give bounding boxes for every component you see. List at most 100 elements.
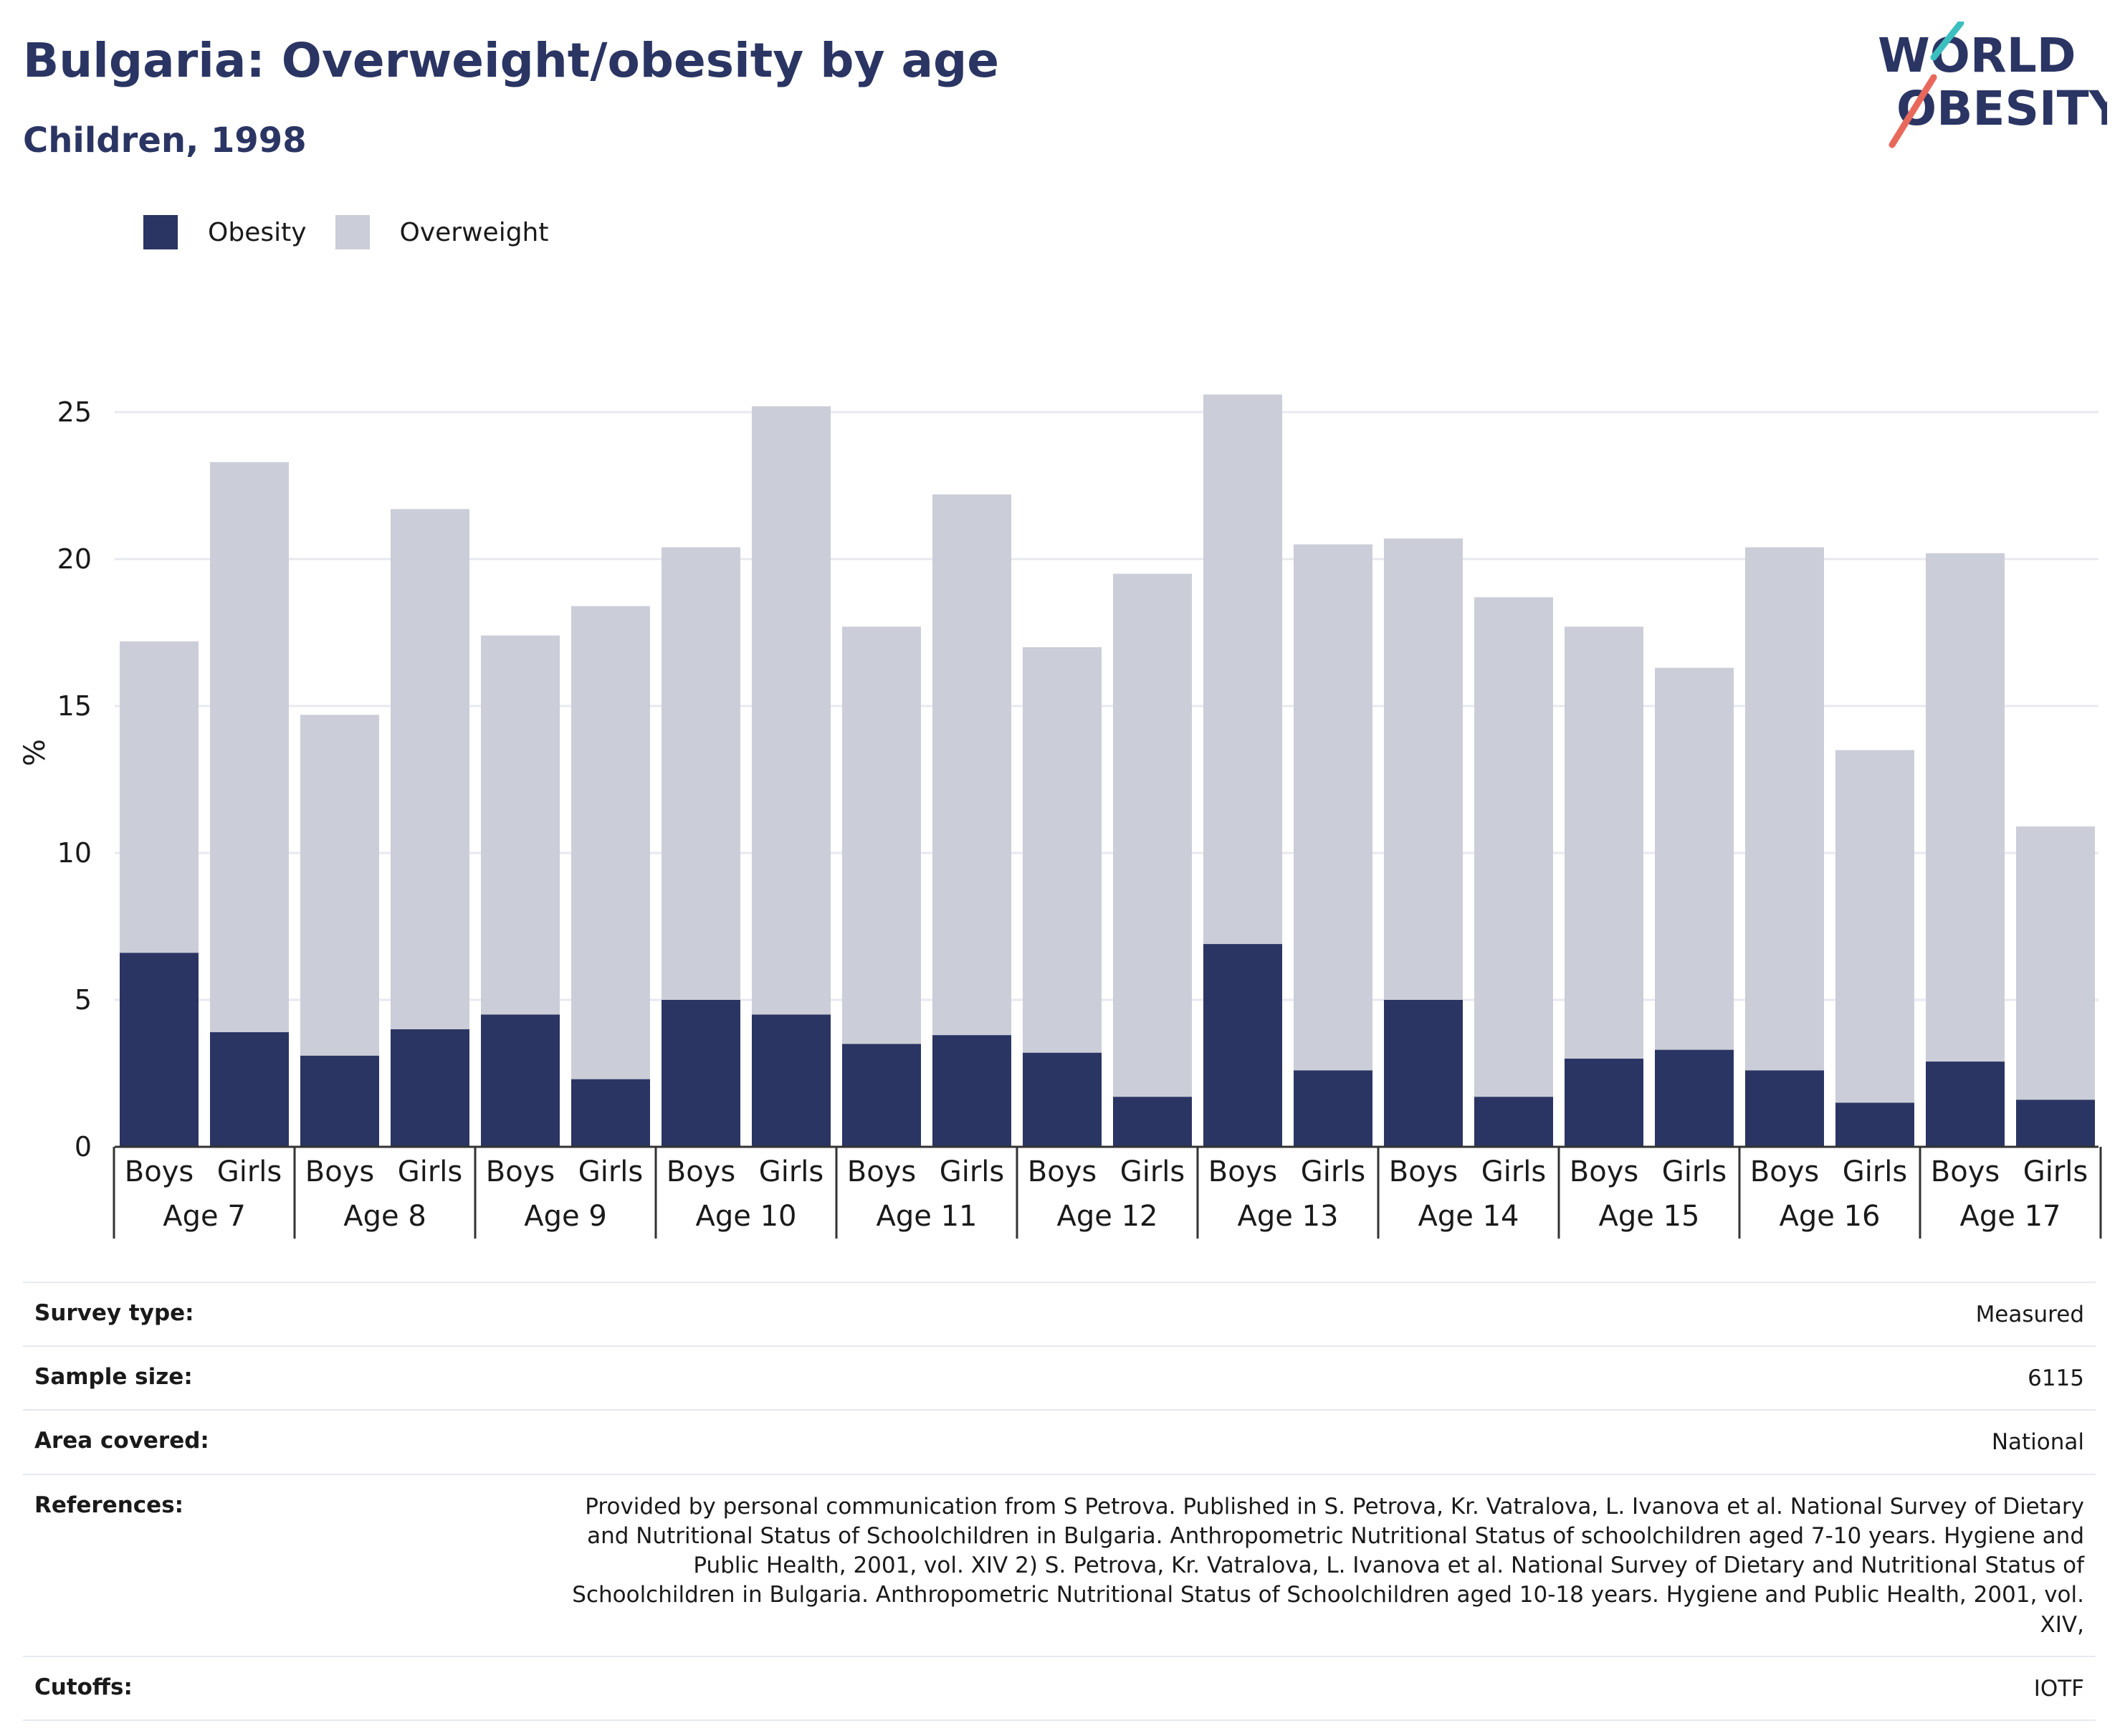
legend-label-overweight: Overweight	[399, 217, 549, 247]
bar-obesity	[1474, 1097, 1553, 1147]
x-tick-label-sex: Girls	[1843, 1155, 1908, 1188]
bar-obesity	[571, 1079, 650, 1147]
bar-obesity	[1655, 1049, 1734, 1147]
page-subtitle: Children, 1998	[23, 120, 307, 161]
bar-overweight	[1926, 553, 2005, 1147]
bar-obesity	[752, 1014, 831, 1147]
x-tick-label-sex: Boys	[305, 1155, 374, 1188]
info-label: References:	[34, 1492, 184, 1518]
bar-obesity	[1835, 1102, 1914, 1147]
bar-overweight	[571, 606, 650, 1147]
bar-obesity	[300, 1055, 379, 1147]
legend-swatch-obesity	[143, 215, 178, 249]
info-value: IOTF	[2033, 1675, 2084, 1702]
bar-obesity	[1294, 1070, 1372, 1147]
bar-obesity	[1023, 1052, 1102, 1147]
bar-overweight	[1745, 547, 1824, 1147]
bar-overweight	[1835, 750, 1914, 1147]
y-tick-label: 0	[75, 1131, 92, 1163]
info-row-cutoffs: Cutoffs: IOTF	[23, 1657, 2096, 1721]
x-group-label: Age 12	[1057, 1200, 1158, 1233]
x-tick-label-sex: Girls	[1301, 1155, 1366, 1188]
bar-obesity	[842, 1044, 921, 1147]
x-tick-label-sex: Boys	[125, 1155, 194, 1188]
x-tick-label-sex: Boys	[1750, 1155, 1819, 1188]
bar-obesity	[2016, 1100, 2095, 1147]
x-group-label: Age 10	[696, 1200, 797, 1233]
info-label: Cutoffs:	[34, 1674, 133, 1700]
x-tick-label-sex: Girls	[578, 1155, 644, 1188]
info-label: Sample size:	[34, 1364, 193, 1391]
x-tick-label-sex: Girls	[2023, 1155, 2088, 1188]
bar-obesity	[1113, 1097, 1192, 1147]
bar-obesity	[481, 1014, 560, 1147]
bar-obesity	[1203, 944, 1282, 1147]
x-group-label: Age 15	[1599, 1200, 1700, 1233]
x-tick-label-sex: Boys	[667, 1155, 735, 1188]
x-group-label: Age 8	[343, 1200, 426, 1233]
info-row-sample-size: Sample size: 6115	[23, 1347, 2096, 1411]
bar-overweight	[2016, 826, 2095, 1147]
y-tick-label: 15	[57, 690, 92, 722]
info-label: Survey type:	[34, 1300, 194, 1326]
x-group-label: Age 16	[1780, 1200, 1881, 1233]
bar-overweight	[1113, 573, 1192, 1147]
y-tick-label: 10	[57, 837, 92, 869]
logo-line1: WORLD	[1878, 28, 2076, 83]
logo-slash-teal	[1930, 22, 1964, 61]
x-tick-label-sex: Boys	[1028, 1155, 1097, 1188]
bar-overweight	[1294, 544, 1372, 1147]
bars	[120, 394, 2095, 1147]
y-tick-label: 20	[57, 543, 92, 575]
legend-item-obesity[interactable]: Obesity	[143, 215, 307, 249]
bar-obesity	[391, 1029, 469, 1147]
info-value: 6115	[2028, 1365, 2084, 1392]
info-row-survey-type: Survey type: Measured	[23, 1283, 2096, 1348]
x-group-label: Age 9	[524, 1200, 607, 1233]
logo-line2: OBESITY	[1896, 81, 2107, 136]
y-tick-label: 5	[75, 984, 92, 1016]
x-tick-label-sex: Boys	[1389, 1155, 1458, 1188]
x-tick-label-sex: Girls	[217, 1155, 282, 1188]
x-tick-label-sex: Boys	[1931, 1155, 2000, 1188]
x-tick-label-sex: Girls	[1481, 1155, 1547, 1188]
x-tick-label-sex: Girls	[1120, 1155, 1185, 1188]
survey-info-table: Survey type: Measured Sample size: 6115 …	[23, 1282, 2096, 1721]
bar-obesity	[210, 1032, 289, 1147]
x-tick-label-sex: Boys	[1208, 1155, 1277, 1188]
bar-obesity	[932, 1035, 1011, 1147]
x-tick-label-sex: Girls	[940, 1155, 1005, 1188]
info-label: Area covered:	[34, 1428, 209, 1454]
bar-obesity	[662, 1000, 740, 1147]
legend-swatch-overweight	[335, 215, 370, 249]
chart-legend: Obesity Overweight	[143, 215, 548, 249]
x-tick-label-sex: Girls	[759, 1155, 824, 1188]
y-axis-label: %	[19, 739, 52, 766]
x-group-label: Age 17	[1960, 1200, 2061, 1233]
world-obesity-logo: WORLD OBESITY	[1878, 22, 2107, 148]
bar-obesity	[1565, 1059, 1643, 1147]
bar-obesity	[120, 953, 199, 1147]
legend-item-overweight[interactable]: Overweight	[335, 215, 549, 249]
y-tick-label: 25	[57, 396, 92, 428]
bar-obesity	[1745, 1070, 1824, 1147]
x-group-label: Age 7	[163, 1200, 246, 1233]
info-row-area-covered: Area covered: National	[23, 1411, 2096, 1475]
bar-overweight	[1474, 597, 1553, 1147]
axes: 0 5 10 15 20 25 Boys Girls Boys Girls Boys Girls Boy…	[57, 396, 2102, 1239]
x-tick-label-sex: Girls	[398, 1155, 463, 1188]
info-value: Provided by personal communication from …	[572, 1493, 2084, 1638]
bar-obesity	[1384, 1000, 1463, 1147]
info-row-references: References: Provided by personal communi…	[23, 1475, 2096, 1657]
info-value: Measured	[1975, 1302, 2084, 1327]
bar-obesity	[1926, 1062, 2005, 1147]
logo-slash-coral	[1889, 74, 1937, 148]
bar-chart: 0 5 10 15 20 25 Boys Girls Boys Girls Boys Girls Boy…	[19, 394, 2102, 1239]
x-group-label: Age 14	[1418, 1200, 1519, 1233]
x-group-label: Age 11	[877, 1200, 978, 1233]
info-value: National	[1991, 1429, 2084, 1456]
x-tick-label-sex: Boys	[847, 1155, 916, 1188]
legend-label-obesity: Obesity	[208, 217, 307, 247]
x-tick-label-sex: Boys	[486, 1155, 555, 1188]
x-tick-label-sex: Girls	[1662, 1155, 1727, 1188]
